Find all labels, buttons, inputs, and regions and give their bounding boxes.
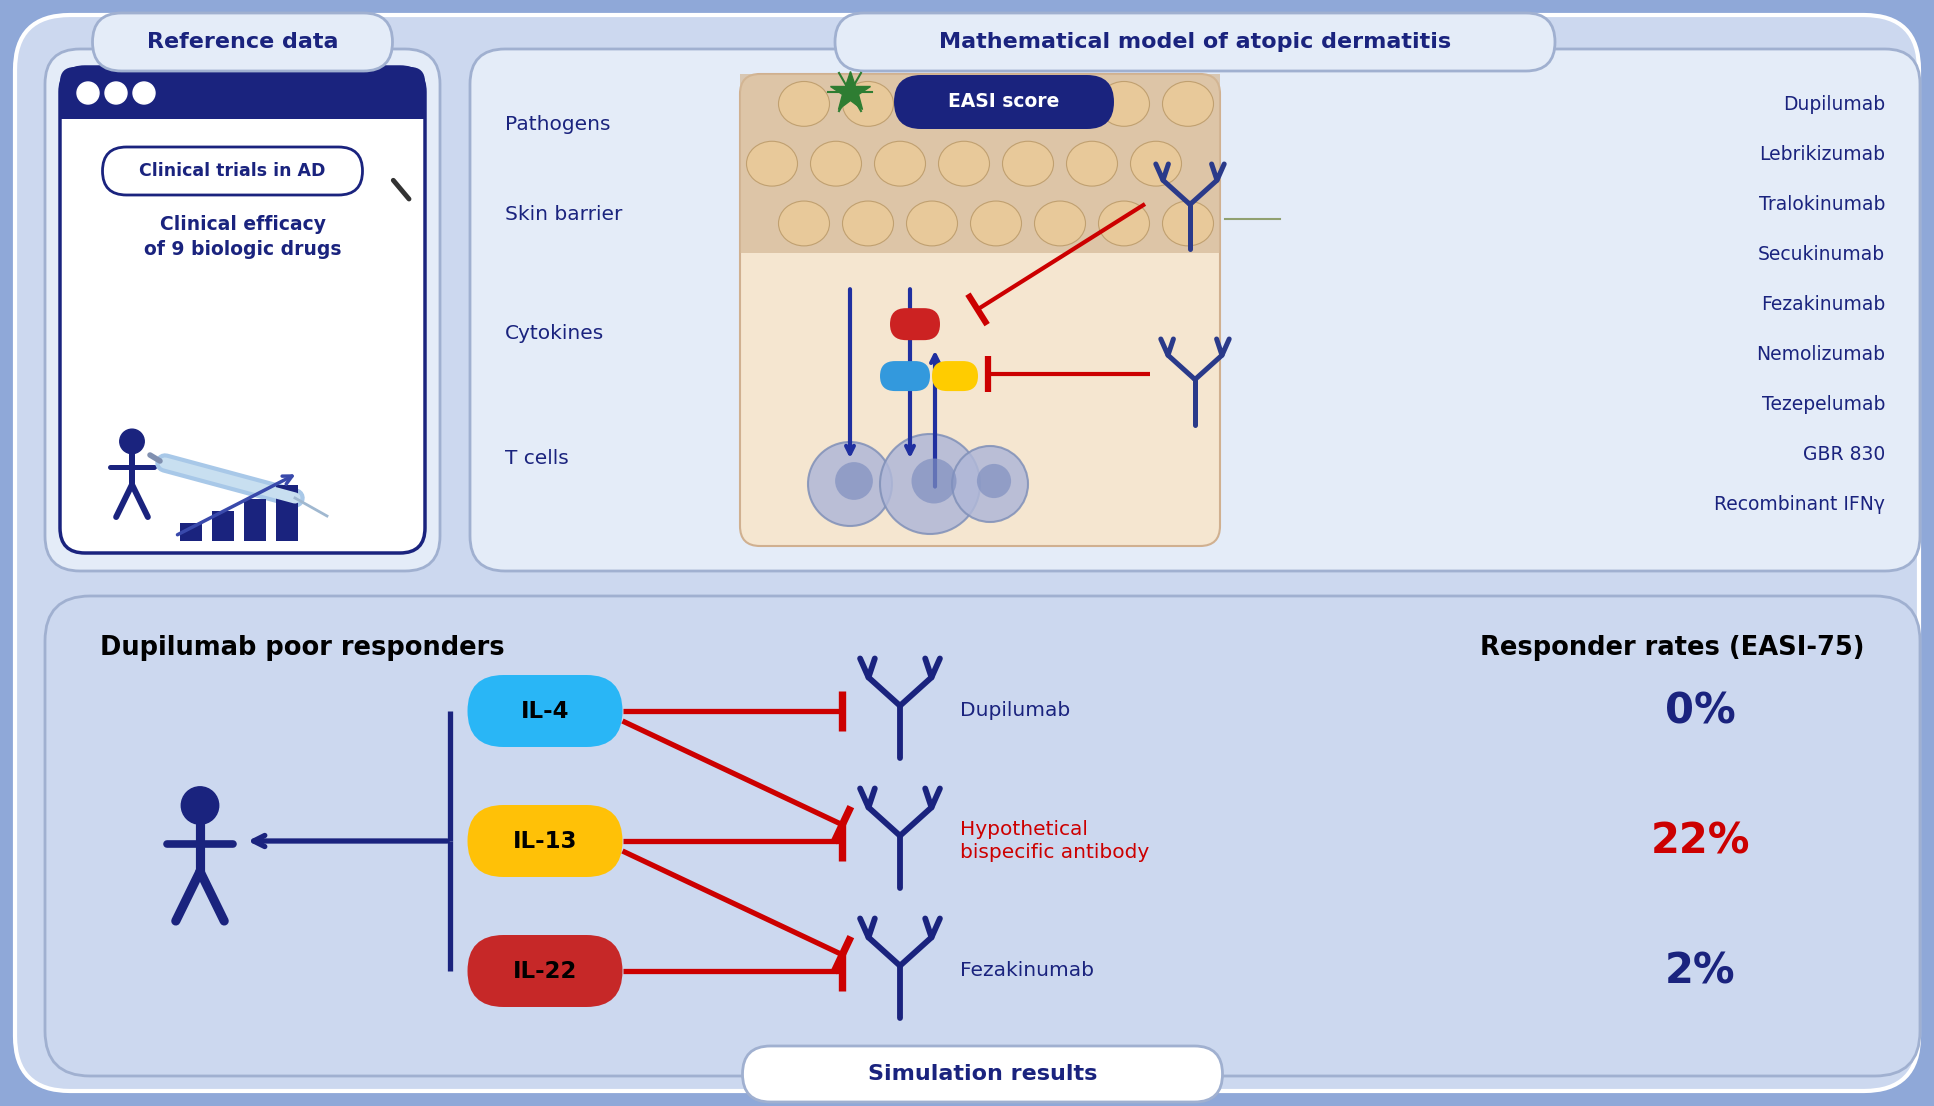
Text: Pathogens: Pathogens — [505, 115, 611, 134]
FancyBboxPatch shape — [835, 13, 1555, 71]
Circle shape — [808, 442, 892, 526]
Ellipse shape — [938, 142, 990, 186]
Bar — [244, 499, 267, 541]
Circle shape — [977, 463, 1011, 498]
Text: Fezakinumab: Fezakinumab — [1760, 294, 1886, 313]
Text: IL-22: IL-22 — [513, 960, 576, 982]
FancyBboxPatch shape — [60, 67, 425, 553]
Ellipse shape — [1066, 142, 1118, 186]
Circle shape — [133, 82, 155, 104]
Text: Nemolizumab: Nemolizumab — [1756, 344, 1886, 364]
Text: Tezepelumab: Tezepelumab — [1762, 395, 1886, 414]
Ellipse shape — [779, 201, 830, 246]
Ellipse shape — [907, 82, 957, 126]
Ellipse shape — [779, 82, 830, 126]
FancyBboxPatch shape — [103, 147, 362, 195]
Ellipse shape — [1131, 142, 1182, 186]
Ellipse shape — [1035, 201, 1085, 246]
FancyBboxPatch shape — [93, 13, 393, 71]
Circle shape — [911, 459, 957, 503]
Text: 2%: 2% — [1665, 950, 1735, 992]
FancyBboxPatch shape — [468, 675, 623, 747]
FancyBboxPatch shape — [468, 935, 623, 1006]
Ellipse shape — [1162, 201, 1213, 246]
Ellipse shape — [1099, 82, 1149, 126]
Text: EASI score: EASI score — [948, 93, 1060, 112]
Bar — [180, 523, 201, 541]
Bar — [213, 511, 234, 541]
Text: Recombinant IFNγ: Recombinant IFNγ — [1714, 494, 1886, 513]
Text: Dupilumab: Dupilumab — [959, 701, 1070, 720]
Bar — [741, 74, 1220, 253]
Text: Clinical efficacy
of 9 biologic drugs: Clinical efficacy of 9 biologic drugs — [143, 215, 340, 259]
Ellipse shape — [843, 201, 894, 246]
FancyBboxPatch shape — [44, 596, 1920, 1076]
Text: Simulation results: Simulation results — [868, 1064, 1097, 1084]
Ellipse shape — [1162, 82, 1213, 126]
FancyBboxPatch shape — [894, 75, 1114, 129]
Circle shape — [77, 82, 99, 104]
Circle shape — [835, 462, 872, 500]
Ellipse shape — [1002, 142, 1054, 186]
Text: Hypothetical
bispecific antibody: Hypothetical bispecific antibody — [959, 820, 1149, 863]
Ellipse shape — [971, 201, 1021, 246]
Text: Responder rates (EASI-75): Responder rates (EASI-75) — [1481, 635, 1864, 661]
Text: Skin barrier: Skin barrier — [505, 205, 623, 223]
Ellipse shape — [907, 201, 957, 246]
Text: 22%: 22% — [1650, 820, 1750, 862]
Ellipse shape — [874, 142, 926, 186]
Text: Reference data: Reference data — [147, 32, 338, 52]
Text: IL-4: IL-4 — [520, 699, 569, 722]
FancyBboxPatch shape — [880, 361, 930, 392]
FancyBboxPatch shape — [468, 805, 623, 877]
FancyBboxPatch shape — [60, 67, 425, 119]
FancyBboxPatch shape — [470, 49, 1920, 571]
FancyBboxPatch shape — [15, 15, 1919, 1091]
Text: T cells: T cells — [505, 449, 569, 469]
Bar — [60, 93, 425, 119]
Circle shape — [104, 82, 128, 104]
FancyBboxPatch shape — [890, 309, 940, 341]
Text: IL-13: IL-13 — [513, 830, 576, 853]
Ellipse shape — [843, 82, 894, 126]
FancyBboxPatch shape — [44, 49, 441, 571]
Circle shape — [120, 429, 145, 453]
Circle shape — [952, 446, 1029, 522]
Text: Clinical trials in AD: Clinical trials in AD — [139, 161, 325, 180]
Ellipse shape — [971, 82, 1021, 126]
Text: Mathematical model of atopic dermatitis: Mathematical model of atopic dermatitis — [938, 32, 1450, 52]
Circle shape — [182, 786, 219, 824]
Text: 0%: 0% — [1665, 690, 1735, 732]
Text: Tralokinumab: Tralokinumab — [1758, 195, 1886, 213]
Text: Lebrikizumab: Lebrikizumab — [1760, 145, 1886, 164]
FancyBboxPatch shape — [741, 74, 1220, 546]
Text: Fezakinumab: Fezakinumab — [959, 961, 1095, 981]
Bar — [277, 486, 298, 541]
Text: GBR 830: GBR 830 — [1802, 445, 1886, 463]
Text: Cytokines: Cytokines — [505, 324, 603, 344]
Ellipse shape — [747, 142, 797, 186]
Text: Dupilumab: Dupilumab — [1783, 94, 1886, 114]
Ellipse shape — [1099, 201, 1149, 246]
Ellipse shape — [1035, 82, 1085, 126]
Circle shape — [880, 434, 981, 534]
FancyBboxPatch shape — [743, 1046, 1222, 1102]
Text: Secukinumab: Secukinumab — [1758, 244, 1886, 263]
Text: Dupilumab poor responders: Dupilumab poor responders — [101, 635, 505, 661]
Ellipse shape — [810, 142, 861, 186]
FancyBboxPatch shape — [932, 361, 979, 392]
